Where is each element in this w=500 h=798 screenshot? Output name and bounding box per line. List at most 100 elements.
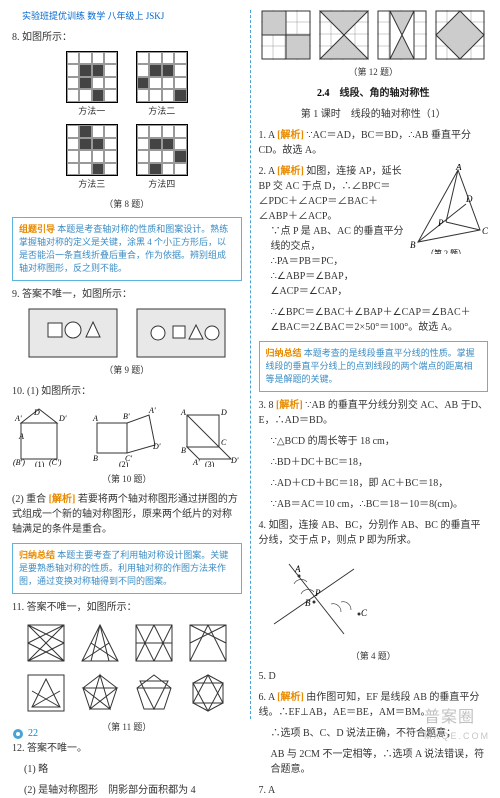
q10-2-label: (2) 重合 [12, 494, 46, 505]
r-q3-e: ∵AB＝AC＝10 cm，∴BC＝18－10＝8(cm)。 [259, 497, 489, 512]
svg-text:(1): (1) [35, 460, 45, 467]
q11-fig-8 [186, 671, 230, 715]
q8-method-1: 方法一 [78, 105, 105, 119]
q11-text: 11. 答案不唯一，如图所示： [12, 600, 242, 615]
watermark: 普案圈 MXQE.COM [424, 706, 490, 744]
q11-fig-1 [24, 621, 68, 665]
q10-fig-3: A D B C D' A' (3) [179, 405, 241, 467]
tip-box-2: 归纳总结 本题主要考查了利用轴对称设计图案。关键是要熟悉轴对称的性质。利用轴对称… [12, 543, 242, 594]
svg-text:B: B [410, 240, 416, 250]
svg-text:P: P [437, 218, 444, 228]
q8-caption: （第 8 题） [12, 198, 242, 212]
r-q6-label: [解析] [277, 692, 304, 703]
q12-figs [259, 10, 489, 60]
r-q2: 2. A [解析] 如图，连接 AP，延长 BP 交 AC 于点 D，∴∠BPC… [259, 164, 405, 224]
svg-text:A': A' [148, 406, 156, 415]
r-q3-ans: 3. 8 [259, 400, 274, 411]
svg-text:C: C [221, 438, 227, 447]
q8-grid-2 [136, 51, 188, 103]
q10-figs: A' D' D (B') (C') A (1) A B' A' B C' D' … [12, 405, 242, 467]
page-number: 22 [12, 726, 38, 741]
q9-fig-left [28, 308, 118, 358]
q11-fig-7 [132, 671, 176, 715]
svg-text:A: A [180, 408, 186, 417]
r-q1-ans: 1. A [259, 130, 275, 141]
q10-caption: （第 10 题） [12, 473, 242, 487]
svg-text:D: D [220, 408, 227, 417]
svg-text:B': B' [123, 412, 130, 421]
svg-text:(2): (2) [119, 460, 129, 467]
svg-text:A: A [18, 432, 24, 441]
svg-text:A: A [294, 564, 301, 574]
q8-text: 8. 如图所示： [12, 30, 242, 45]
r-q2-d: ∴∠ABP＝∠BAP， [259, 269, 405, 284]
q10-fig-2: A B' A' B C' D' (2) [91, 405, 161, 467]
q12-fig-2 [319, 10, 369, 60]
r-q2-e: ∠ACP＝∠CAP， [259, 284, 405, 299]
r-q3: 3. 8 [解析] ∵AB 的垂直平分线分别交 AC、AB 于D、E，∴AD＝B… [259, 398, 489, 428]
svg-text:(C'): (C') [49, 458, 62, 467]
subtitle: 第 1 课时 线段的轴对称性（1） [259, 107, 489, 122]
svg-text:(B'): (B') [13, 458, 25, 467]
q10-text: 10. (1) 如图所示： [12, 384, 242, 399]
svg-text:（第 2 题）: （第 2 题） [426, 248, 466, 254]
r-q2-label: [解析] [277, 166, 304, 177]
svg-text:A': A' [192, 458, 200, 467]
q4-figure: A B P C [259, 554, 379, 644]
q10-2: (2) 重合 [解析] 若要将两个轴对称图形通过拼图的方式组成一个新的轴对称图形… [12, 492, 242, 537]
column-divider [250, 10, 251, 719]
r-q2-c: ∴PA＝PB＝PC， [259, 254, 405, 269]
section-title: 2.4 线段、角的轴对称性 [259, 86, 489, 101]
q11-caption: （第 11 题） [12, 721, 242, 735]
q10-2-analysis-label: [解析] [49, 494, 76, 505]
r-q3-label: [解析] [276, 400, 303, 411]
section-num: 2.4 [317, 88, 330, 99]
watermark-sub: MXQE.COM [424, 730, 490, 744]
q11-row1 [12, 621, 242, 665]
flower-icon [12, 728, 24, 740]
q8-grid-1 [66, 51, 118, 103]
r-q6-ans: 6. A [259, 692, 275, 703]
q12-caption: （第 12 题） [259, 66, 489, 80]
r-q3-d: ∴AD＋CD＋BC＝18，即 AC＋BC＝18， [259, 476, 489, 491]
q8-method-3: 方法三 [78, 178, 105, 192]
q10-fig-1: A' D' D (B') (C') A (1) [13, 405, 73, 467]
q2-figure: A B C D P （第 2 题） [408, 164, 488, 254]
svg-text:B: B [93, 454, 98, 463]
q12-b: (1) 略 [12, 762, 242, 777]
svg-text:D: D [33, 408, 40, 417]
svg-text:A: A [92, 414, 98, 423]
page-number-text: 22 [28, 726, 38, 741]
svg-text:B: B [181, 446, 186, 455]
r-q2-ans: 2. A [259, 166, 275, 177]
q9-figs [12, 308, 242, 358]
r-q2-f: ∴∠BPC＝∠BAC＋∠BAP＋∠CAP＝∠BAC＋∠BAC＝2∠BAC＝2×5… [259, 305, 489, 335]
tip-box-3: 归纳总结 本题考查的是线段垂直平分线的性质。掌握线段的垂直平分线上的点到线段的两… [259, 341, 489, 392]
svg-text:P: P [314, 588, 321, 598]
svg-text:D: D [465, 194, 473, 204]
q11-fig-3 [132, 621, 176, 665]
r-q6-c: AB 与 2CM 不一定相等，∴选项 A 说法错误，符合题意。 [259, 747, 489, 777]
r-q3-c: ∴BD＋DC＋BC＝18， [259, 455, 489, 470]
q11-fig-2 [78, 621, 122, 665]
watermark-main: 普案圈 [424, 709, 475, 726]
tip1-label: 组题引导 [19, 224, 55, 234]
q8-method-4: 方法四 [148, 178, 175, 192]
r-q3-b: ∵△BCD 的周长等于 18 cm， [259, 434, 489, 449]
tip-box-1: 组题引导 本题是考查轴对称的性质和图案设计。熟练掌握轴对称的定义是关键，涂黑 4… [12, 217, 242, 281]
q12-fig-3 [377, 10, 427, 60]
r-q5: 5. D [259, 669, 489, 684]
svg-text:(3): (3) [205, 460, 215, 467]
q9-text: 9. 答案不唯一，如图所示： [12, 287, 242, 302]
q12-fig-4 [435, 10, 485, 60]
r-q4-text: 4. 如图，连接 AB、BC，分别作 AB、BC 的垂直平分线，交于点 P，则点… [259, 518, 489, 548]
svg-text:A: A [455, 164, 462, 172]
svg-text:B: B [305, 598, 311, 608]
q8-row1: 方法一 方法二 [12, 51, 242, 119]
q8-method-2: 方法二 [148, 105, 175, 119]
q12-c: (2) 是轴对称图形 阴影部分面积都为 4 [12, 783, 242, 798]
svg-text:D': D' [58, 414, 67, 423]
q8-grid-3 [66, 124, 118, 176]
q11-row2 [12, 671, 242, 715]
r-q2-b: ∵点 P 是 AB、AC 的垂直平分线的交点， [259, 224, 405, 254]
